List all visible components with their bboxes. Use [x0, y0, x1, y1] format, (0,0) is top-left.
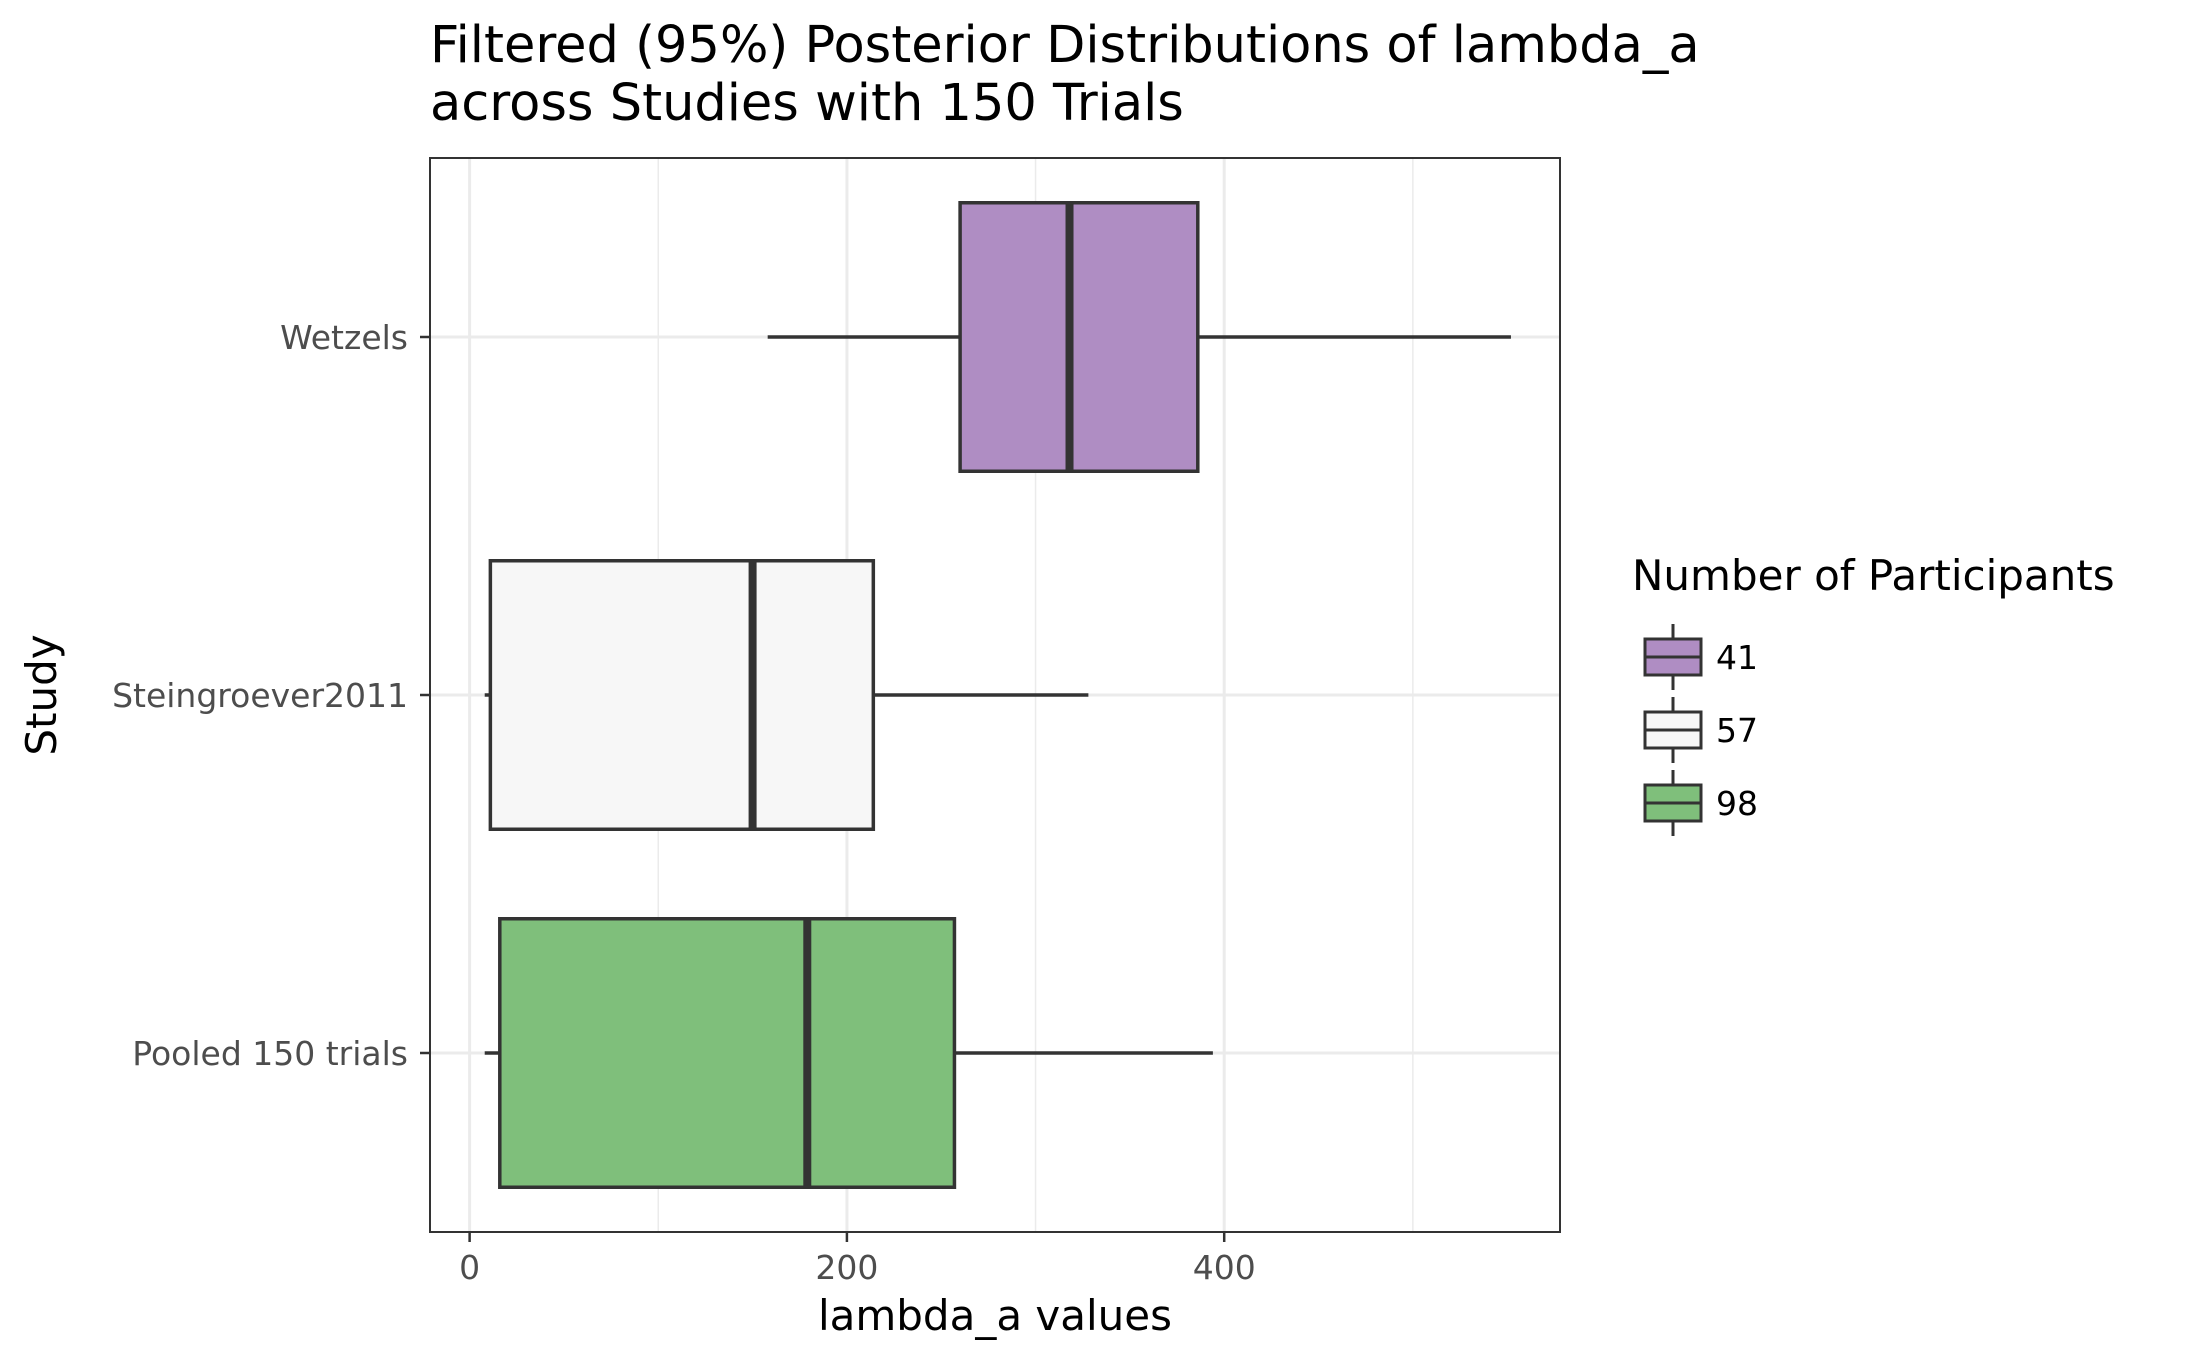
interquartile-box — [498, 917, 957, 1189]
legend-item-41: 41 — [1643, 624, 1758, 690]
legend-label: 98 — [1716, 784, 1758, 823]
boxplot-pooled-150-trials — [484, 917, 1213, 1189]
y-tick-label: Wetzels — [280, 318, 408, 357]
x-tick-label: 200 — [815, 1248, 878, 1287]
chart-title-line1: Filtered (95%) Posterior Distributions o… — [430, 16, 1700, 75]
legend-title: Number of Participants — [1632, 551, 2115, 600]
x-tick-label: 0 — [459, 1248, 480, 1287]
legend-item-98: 98 — [1643, 770, 1758, 836]
legend-label: 57 — [1716, 711, 1758, 750]
interquartile-box — [958, 201, 1200, 473]
chart-title-line2: across Studies with 150 Trials — [430, 74, 1184, 133]
x-axis-title: lambda_a values — [818, 1291, 1172, 1340]
interquartile-box — [488, 559, 876, 831]
y-axis-title: Study — [17, 634, 66, 755]
box-series — [484, 201, 1511, 1189]
legend-item-57: 57 — [1643, 697, 1758, 763]
x-axis: 0 200 400 — [459, 1232, 1256, 1287]
y-tick-label: Steingroever2011 — [112, 676, 408, 715]
y-axis: Wetzels Steingroever2011 Pooled 150 trials — [112, 318, 430, 1073]
x-tick-label: 400 — [1193, 1248, 1256, 1287]
boxplot-steingroever2011 — [484, 559, 1089, 831]
boxplot-wetzels — [767, 201, 1511, 473]
legend: 41 57 98 — [1643, 624, 1758, 836]
y-tick-label: Pooled 150 trials — [132, 1034, 408, 1073]
legend-label: 41 — [1716, 638, 1758, 677]
